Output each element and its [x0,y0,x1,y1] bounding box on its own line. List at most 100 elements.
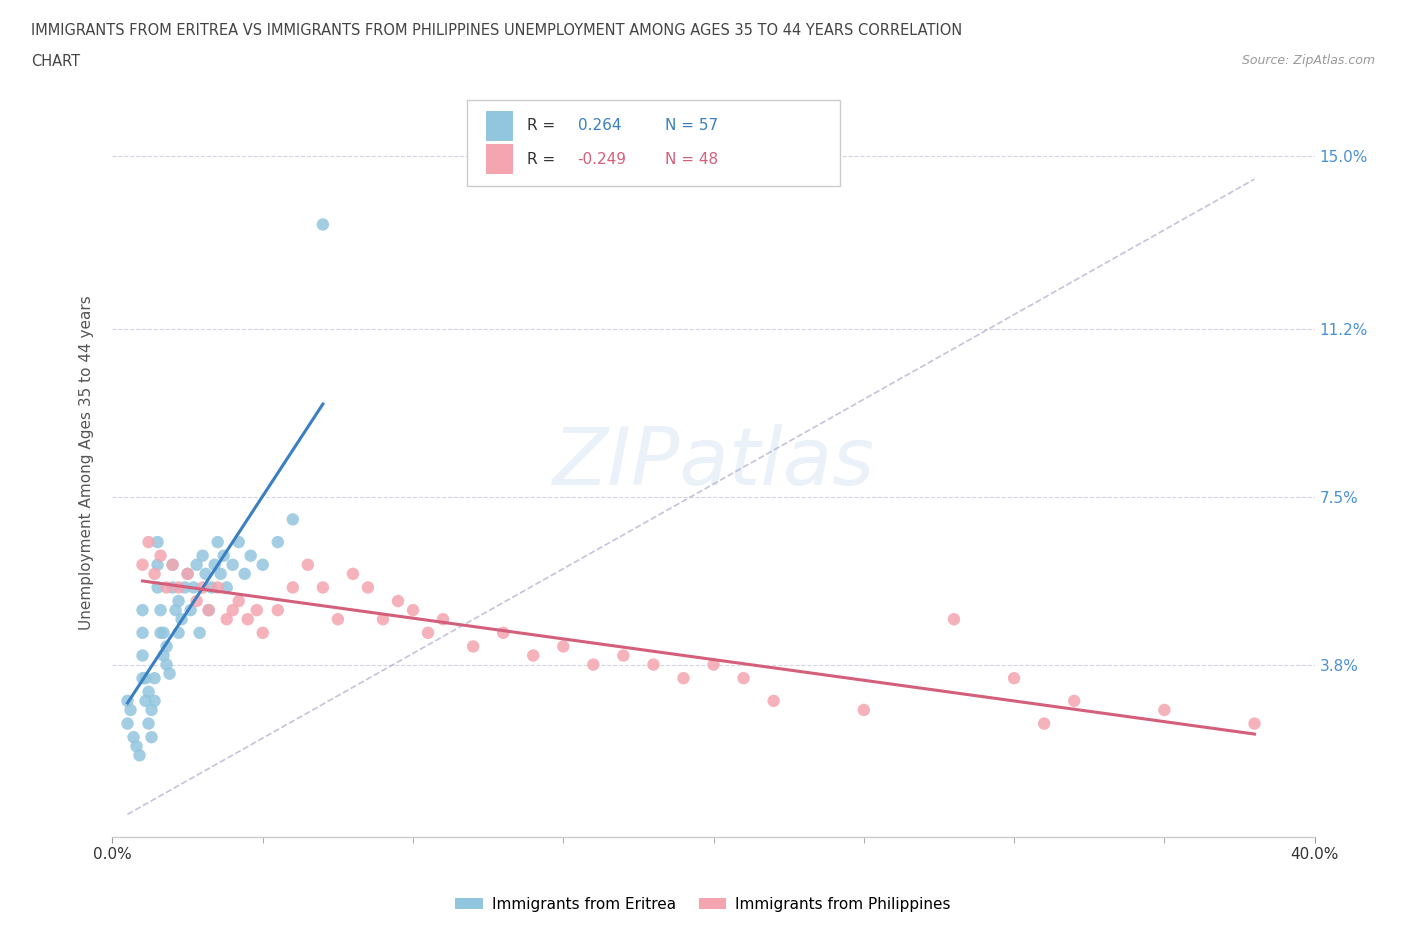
Point [1243,716,1265,731]
Point [135,694,157,709]
Point [131,625,153,640]
Point [201,580,224,595]
Point [159,666,181,681]
Point [312,217,335,232]
Point [149,603,172,618]
Point [643,658,665,672]
Point [852,702,875,717]
Point [165,603,187,618]
Point [228,593,250,608]
Point [326,612,349,627]
Point [183,580,205,595]
Point [146,580,169,595]
Point [762,694,785,709]
Point [522,648,544,663]
Point [135,671,157,685]
Point [942,612,965,627]
Point [252,625,274,640]
Point [432,612,454,627]
Point [131,648,153,663]
Point [146,535,169,550]
Point [197,603,219,618]
Point [122,730,145,745]
Point [215,580,238,595]
Text: 0.264: 0.264 [578,118,621,133]
Point [117,716,139,731]
Text: R =: R = [527,118,555,133]
Point [191,549,214,564]
Point [267,535,290,550]
Point [167,625,190,640]
Point [138,535,160,550]
Text: N = 48: N = 48 [665,152,718,167]
Point [176,566,198,581]
Point [149,625,172,640]
Legend: Immigrants from Eritrea, Immigrants from Philippines: Immigrants from Eritrea, Immigrants from… [449,891,957,918]
Point [131,557,153,572]
Point [342,566,364,581]
Text: R =: R = [527,152,555,167]
Point [152,625,174,640]
Point [167,580,190,595]
Point [312,580,335,595]
Point [246,603,269,618]
Point [267,603,290,618]
Point [402,603,425,618]
Text: ZIPatlas: ZIPatlas [553,424,875,501]
Point [212,549,235,564]
Point [191,580,214,595]
Point [1063,694,1085,709]
Point [207,580,229,595]
Point [186,593,208,608]
Point [131,603,153,618]
Point [492,625,515,640]
Point [733,671,755,685]
Point [209,566,232,581]
Point [357,580,380,595]
Point [702,658,725,672]
Point [194,566,217,581]
Point [582,658,605,672]
Point [131,671,153,685]
Point [143,694,166,709]
Point [141,730,163,745]
Text: -0.249: -0.249 [578,152,627,167]
Point [128,748,150,763]
Point [252,557,274,572]
Point [149,549,172,564]
Point [197,603,219,618]
Point [1033,716,1056,731]
Point [141,702,163,717]
Point [553,639,575,654]
Point [117,694,139,709]
Y-axis label: Unemployment Among Ages 35 to 44 years: Unemployment Among Ages 35 to 44 years [79,296,94,630]
Point [138,684,160,699]
Point [162,557,184,572]
Point [162,580,184,595]
Point [297,557,319,572]
Point [371,612,394,627]
Text: Source: ZipAtlas.com: Source: ZipAtlas.com [1241,54,1375,67]
Point [125,738,148,753]
Point [162,557,184,572]
Point [239,549,262,564]
Text: CHART: CHART [31,54,80,69]
Point [236,612,259,627]
Point [167,593,190,608]
Point [138,716,160,731]
FancyBboxPatch shape [467,100,839,186]
Point [152,648,174,663]
Point [155,580,177,595]
Point [387,593,409,608]
Point [416,625,439,640]
Point [612,648,634,663]
Point [215,612,238,627]
Point [188,625,211,640]
Point [170,612,193,627]
Point [155,639,177,654]
Text: IMMIGRANTS FROM ERITREA VS IMMIGRANTS FROM PHILIPPINES UNEMPLOYMENT AMONG AGES 3: IMMIGRANTS FROM ERITREA VS IMMIGRANTS FR… [31,23,962,38]
Point [281,580,304,595]
Point [186,557,208,572]
Text: N = 57: N = 57 [665,118,718,133]
Point [155,658,177,672]
